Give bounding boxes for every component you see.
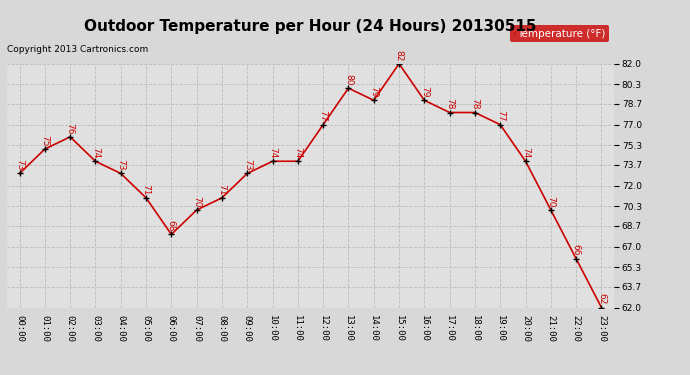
Text: 70: 70 [546, 196, 555, 207]
Text: 70: 70 [192, 196, 201, 207]
Text: 78: 78 [445, 98, 454, 110]
Text: 74: 74 [268, 147, 277, 159]
Text: 71: 71 [141, 183, 150, 195]
Text: 77: 77 [495, 110, 505, 122]
Text: 78: 78 [471, 98, 480, 110]
Text: 79: 79 [369, 86, 378, 98]
Text: 71: 71 [217, 183, 226, 195]
Text: 74: 74 [91, 147, 100, 159]
Text: 82: 82 [395, 50, 404, 61]
Text: 74: 74 [521, 147, 530, 159]
Text: 73: 73 [116, 159, 126, 171]
Text: 77: 77 [319, 110, 328, 122]
Text: Copyright 2013 Cartronics.com: Copyright 2013 Cartronics.com [7, 45, 148, 54]
Text: 74: 74 [293, 147, 302, 159]
Text: 80: 80 [344, 74, 353, 86]
Text: 79: 79 [420, 86, 429, 98]
Text: 73: 73 [15, 159, 24, 171]
Text: 62: 62 [597, 293, 606, 305]
Text: 75: 75 [40, 135, 50, 146]
Text: 73: 73 [243, 159, 252, 171]
Text: 66: 66 [571, 244, 581, 256]
Text: Outdoor Temperature per Hour (24 Hours) 20130515: Outdoor Temperature per Hour (24 Hours) … [84, 19, 537, 34]
Text: 68: 68 [167, 220, 176, 232]
Text: 76: 76 [66, 123, 75, 134]
Legend: Temperature (°F): Temperature (°F) [510, 25, 609, 42]
